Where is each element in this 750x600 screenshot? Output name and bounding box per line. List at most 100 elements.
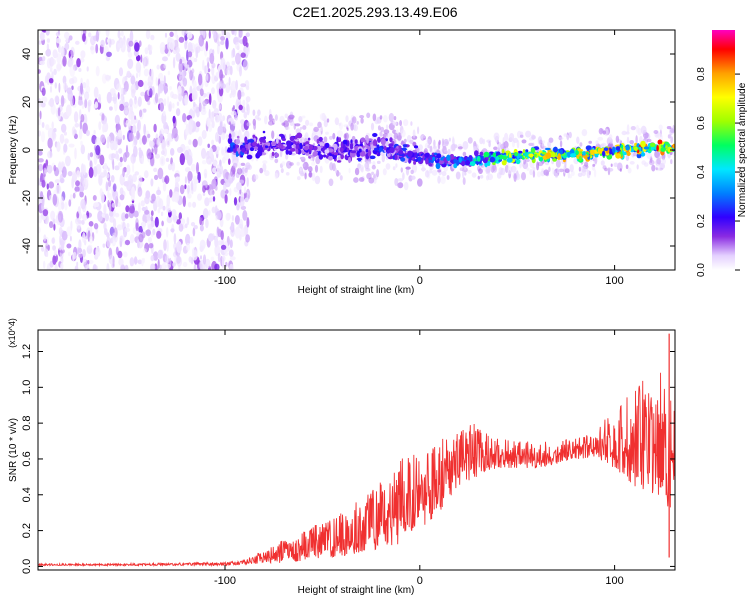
- colorbar-tick-label: 0.6: [696, 116, 707, 130]
- ridge-halo: [473, 143, 479, 151]
- noise-blob: [156, 230, 162, 239]
- noise-blob: [224, 194, 228, 204]
- noise-blob: [197, 136, 203, 147]
- ridge-halo: [629, 161, 635, 165]
- ridge-halo: [319, 165, 323, 174]
- ridge-halo: [636, 164, 639, 170]
- ridge-halo: [300, 126, 303, 130]
- noise-blob: [38, 75, 41, 86]
- ridge-halo: [643, 162, 649, 167]
- noise-blob: [78, 239, 82, 250]
- ridge-blob: [578, 155, 582, 162]
- noise-blob: [166, 240, 169, 252]
- noise-blob: [185, 30, 188, 34]
- ridge-halo: [568, 174, 572, 179]
- ridge-blob: [388, 143, 394, 148]
- ridge-halo: [532, 167, 536, 171]
- ridge-blob: [299, 156, 305, 160]
- ridge-blob: [286, 140, 292, 146]
- noise-blob: [79, 185, 85, 193]
- noise-blob: [187, 193, 192, 199]
- noise-blob: [59, 133, 65, 144]
- noise-blob: [172, 56, 176, 69]
- bottom-x-tick-label: 100: [605, 575, 623, 587]
- noise-blob: [74, 147, 77, 160]
- noise-blob: [140, 200, 145, 207]
- ridge-halo: [593, 169, 597, 178]
- ridge-blob: [336, 160, 342, 163]
- noise-blob: [79, 120, 83, 130]
- noise-blob: [154, 174, 159, 181]
- noise-blob: [178, 223, 184, 232]
- ridge-blob: [636, 153, 642, 159]
- ridge-halo: [557, 136, 564, 140]
- noise-blob: [48, 100, 54, 107]
- ridge-halo: [661, 158, 666, 165]
- noise-blob: [57, 107, 61, 117]
- ridge-blob: [506, 157, 513, 163]
- ridge-blob: [528, 153, 534, 158]
- noise-blob: [208, 93, 212, 105]
- noise-blob: [41, 194, 45, 207]
- ridge-halo: [588, 140, 592, 144]
- noise-blob: [231, 80, 237, 90]
- ridge-halo: [630, 126, 636, 131]
- noise-blob: [229, 263, 234, 270]
- ridge-halo: [447, 148, 451, 156]
- noise-blob: [47, 150, 53, 159]
- noise-blob: [157, 167, 164, 180]
- top-y-tick-label: 40: [21, 48, 33, 60]
- ridge-halo: [262, 163, 267, 172]
- ridge-blob: [474, 150, 479, 157]
- noise-blob: [71, 85, 74, 91]
- noise-blob: [41, 131, 45, 143]
- noise-blob: [116, 133, 123, 140]
- noise-blob: [196, 162, 199, 174]
- ridge-halo: [302, 125, 307, 130]
- noise-blob: [188, 139, 192, 145]
- noise-blob: [189, 70, 193, 81]
- noise-blob: [78, 68, 82, 72]
- noise-blob: [171, 163, 174, 171]
- noise-blob: [173, 94, 179, 100]
- ridge-halo: [402, 172, 405, 180]
- noise-blob: [98, 121, 102, 131]
- noise-blob: [229, 239, 233, 249]
- noise-blob: [196, 106, 200, 118]
- ridge-halo: [548, 166, 551, 173]
- noise-blob: [178, 70, 182, 80]
- ridge-halo: [532, 170, 536, 178]
- noise-blob: [222, 62, 226, 71]
- noise-blob: [240, 227, 246, 238]
- noise-blob: [156, 189, 162, 196]
- ridge-halo: [285, 153, 289, 160]
- noise-blob: [206, 156, 212, 165]
- noise-blob: [238, 104, 243, 111]
- ridge-halo: [234, 114, 239, 121]
- noise-blob: [80, 144, 86, 155]
- ridge-blob: [515, 158, 521, 165]
- noise-blob: [133, 138, 136, 146]
- ridge-halo: [382, 168, 387, 176]
- noise-blob: [207, 143, 210, 148]
- noise-blob: [150, 219, 155, 228]
- ridge-blob: [461, 160, 466, 167]
- ridge-blob: [313, 146, 318, 151]
- ridge-halo: [302, 163, 306, 167]
- ridge-halo: [253, 122, 256, 130]
- noise-blob: [217, 252, 221, 263]
- ridge-halo: [295, 128, 302, 134]
- noise-blob: [38, 150, 43, 156]
- ridge-blob: [367, 149, 372, 157]
- noise-blob: [76, 261, 79, 268]
- noise-blob: [142, 108, 147, 113]
- noise-blob: [136, 54, 141, 62]
- noise-blob: [114, 165, 120, 171]
- top-x-tick-label: 0: [417, 275, 423, 287]
- ridge-halo: [346, 127, 349, 131]
- noise-blob: [242, 59, 249, 71]
- noise-blob: [144, 170, 149, 179]
- noise-blob: [114, 212, 120, 218]
- noise-blob: [122, 134, 125, 141]
- noise-blob: [184, 94, 189, 106]
